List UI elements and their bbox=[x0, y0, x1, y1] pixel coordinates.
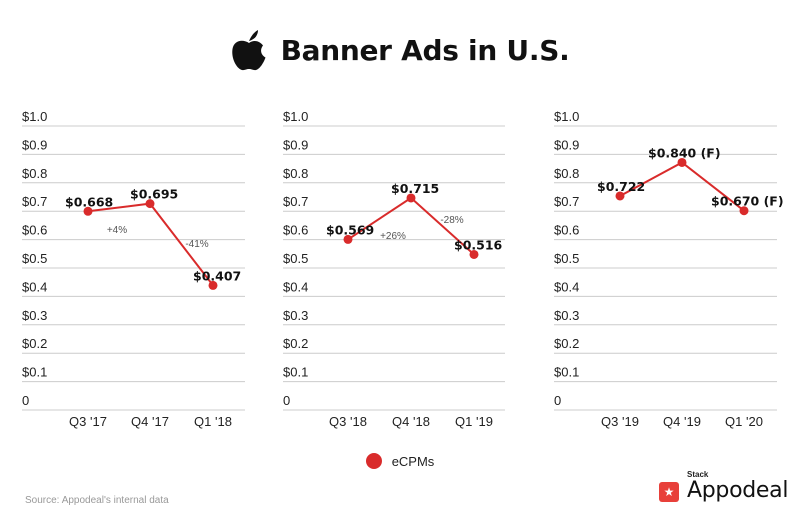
y-tick-label: $0.8 bbox=[283, 166, 308, 181]
y-tick-label: $0.2 bbox=[22, 336, 47, 351]
y-tick-label: $0.2 bbox=[554, 336, 579, 351]
y-tick-label: $0.2 bbox=[283, 336, 308, 351]
y-tick-label: $0.7 bbox=[283, 194, 308, 209]
y-tick-label: $0.6 bbox=[22, 223, 47, 238]
data-label: $0.715 bbox=[391, 181, 439, 196]
x-tick-label: Q3 '18 bbox=[329, 414, 367, 429]
y-tick-label: $0.8 bbox=[22, 166, 47, 181]
y-tick-label: $0.4 bbox=[22, 279, 47, 294]
y-tick-label: $0.9 bbox=[22, 137, 47, 152]
x-tick-label: Q4 '17 bbox=[131, 414, 169, 429]
change-annotation: -41% bbox=[185, 239, 208, 250]
y-tick-label: $1.0 bbox=[554, 109, 579, 124]
y-tick-label: 0 bbox=[554, 393, 561, 408]
data-label: $0.840 (F) bbox=[648, 145, 721, 160]
data-point bbox=[739, 206, 749, 216]
brand-name: Appodeal bbox=[687, 478, 789, 503]
data-label: $0.722 bbox=[597, 179, 645, 194]
y-tick-label: $0.3 bbox=[554, 308, 579, 323]
y-tick-label: $0.8 bbox=[554, 166, 579, 181]
y-tick-label: $0.4 bbox=[554, 279, 579, 294]
source-note: Source: Appodeal's internal data bbox=[25, 495, 169, 506]
data-label: $0.670 (F) bbox=[711, 194, 784, 209]
y-tick-label: $0.7 bbox=[554, 194, 579, 209]
y-tick-label: $0.1 bbox=[22, 365, 47, 380]
legend-marker bbox=[365, 453, 382, 469]
brand-logo: Stack ★ Appodeal bbox=[659, 470, 794, 506]
charts-area: 0 $0.1 $0.2 $0.3 $0.4 $0.5 $0.6 $0.7 $0.8 $0.9 $1.… bbox=[22, 109, 784, 429]
y-tick-label: $0.6 bbox=[283, 223, 308, 238]
data-label: $0.407 bbox=[193, 268, 241, 283]
y-tick-label: $0.3 bbox=[283, 308, 308, 323]
x-tick-label: Q4 '19 bbox=[663, 414, 701, 429]
y-tick-label: $0.1 bbox=[283, 365, 308, 380]
y-tick-label: 0 bbox=[283, 393, 290, 408]
y-tick-label: $0.3 bbox=[22, 308, 47, 323]
y-tick-label: $0.9 bbox=[554, 137, 579, 152]
data-point bbox=[83, 206, 93, 216]
title-row: Banner Ads in U.S. bbox=[0, 26, 800, 74]
legend: eCPMs bbox=[0, 453, 800, 469]
y-tick-label: $0.5 bbox=[22, 251, 47, 266]
data-point bbox=[677, 157, 687, 167]
change-annotation: +4% bbox=[107, 225, 127, 236]
y-tick-label: $1.0 bbox=[283, 109, 308, 124]
data-label: $0.695 bbox=[130, 187, 178, 202]
legend-label: eCPMs bbox=[391, 453, 435, 469]
y-tick-label: $0.5 bbox=[554, 251, 579, 266]
y-tick-label: $1.0 bbox=[22, 109, 47, 124]
brand-small-text: Stack bbox=[687, 470, 709, 479]
data-point bbox=[469, 249, 479, 259]
x-tick-label: Q3 '19 bbox=[601, 414, 639, 429]
apple-logo-icon bbox=[231, 30, 266, 71]
x-tick-label: Q3 '17 bbox=[69, 414, 107, 429]
y-tick-label: $0.5 bbox=[283, 251, 308, 266]
y-tick-label: $0.1 bbox=[554, 365, 579, 380]
x-tick-label: Q4 '18 bbox=[392, 414, 430, 429]
y-tick-label: $0.7 bbox=[22, 194, 47, 209]
data-label: $0.569 bbox=[326, 222, 374, 237]
change-annotation: +26% bbox=[380, 231, 406, 242]
y-tick-label: $0.6 bbox=[554, 223, 579, 238]
data-label: $0.668 bbox=[65, 194, 113, 209]
x-tick-label: Q1 '18 bbox=[194, 414, 232, 429]
data-point bbox=[145, 199, 155, 209]
change-annotation: -28% bbox=[440, 215, 463, 226]
appodeal-star-icon: ★ bbox=[659, 482, 679, 502]
data-point bbox=[615, 191, 625, 201]
data-point bbox=[406, 193, 416, 203]
x-tick-label: Q1 '20 bbox=[725, 414, 763, 429]
data-label: $0.516 bbox=[454, 237, 503, 252]
data-point bbox=[208, 280, 218, 290]
y-tick-label: $0.4 bbox=[283, 279, 308, 294]
data-point bbox=[343, 234, 353, 244]
y-tick-label: 0 bbox=[22, 393, 29, 408]
y-tick-label: $0.9 bbox=[283, 137, 308, 152]
x-tick-label: Q1 '19 bbox=[455, 414, 493, 429]
chart-title: Banner Ads in U.S. bbox=[280, 33, 570, 67]
